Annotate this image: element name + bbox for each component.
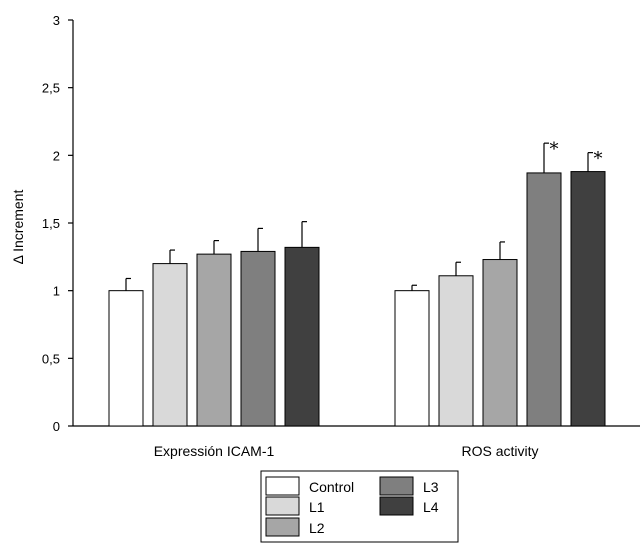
legend-swatch-control [265,476,300,496]
category-label: ROS activity [461,443,538,459]
y-tick-label: 0 [53,419,60,434]
bar-l4-ros [570,171,606,427]
y-tick-label: 2 [53,148,60,163]
bar-l3-icam [240,250,276,427]
bar-l1-ros [438,275,474,427]
y-tick-label: 1,5 [42,216,60,231]
y-tick-label: 1 [53,284,60,299]
y-tick-label: 3 [53,13,60,28]
significance-star: * [594,149,603,170]
legend-label-control: Control [309,479,354,495]
bar-l1-icam [152,263,188,427]
category-labels: Expressión ICAM-1 ROS activity [154,443,539,459]
legend-label-l3: L3 [423,479,439,495]
y-tick-label: 0,5 [42,351,60,366]
legend-swatch-l3 [379,476,414,496]
legend-swatch-l4 [379,496,414,516]
bar-l4-icam [284,246,320,427]
bars [108,171,606,427]
bar-l2-ros [482,259,518,427]
significance-markers: * * [550,139,603,169]
bar-control-icam [108,290,144,427]
legend: Control L1 L2 L3 L4 [260,470,459,543]
legend-swatch-l2 [265,517,300,537]
error-bars [125,142,593,291]
legend-label-l2: L2 [309,520,325,536]
legend-swatch-l1 [265,496,300,516]
legend-label-l4: L4 [423,499,439,515]
significance-star: * [550,139,559,160]
y-axis-title: Δ Increment [10,190,26,265]
y-tick-label: 2,5 [42,81,60,96]
bar-control-ros [394,290,430,427]
bar-l2-icam [196,253,232,427]
category-label: Expressión ICAM-1 [154,443,275,459]
bar-l3-ros [526,172,562,427]
legend-label-l1: L1 [309,499,325,515]
y-axis: 0 0,5 1 1,5 2 2,5 3 [42,13,74,434]
